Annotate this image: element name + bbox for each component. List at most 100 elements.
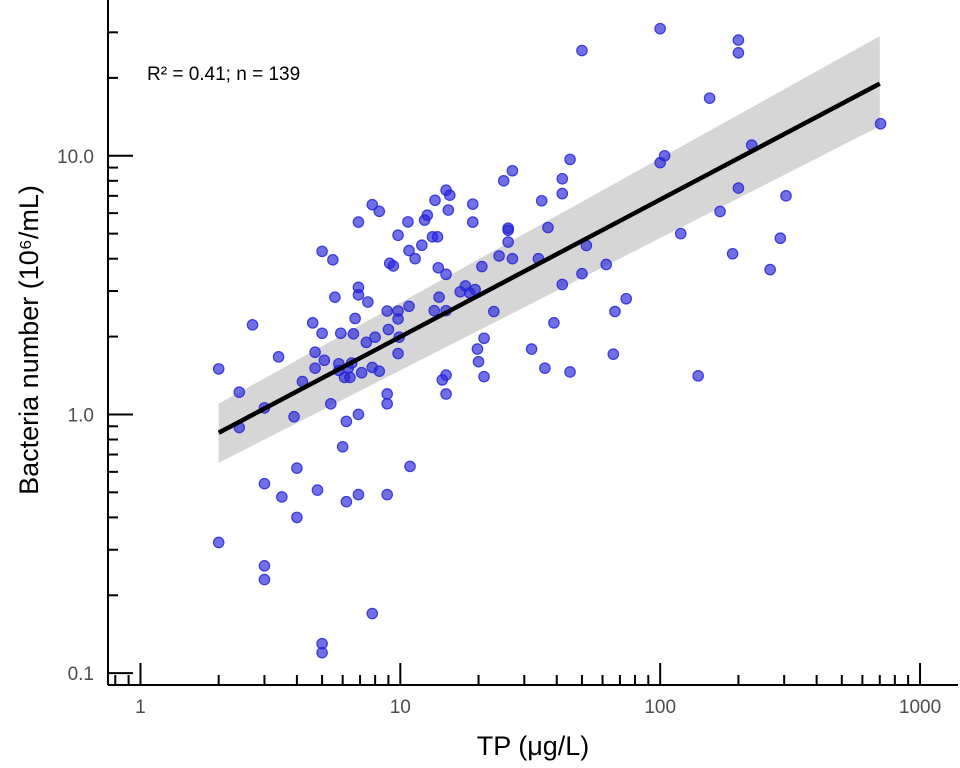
x-tick-label: 10 (390, 697, 411, 718)
data-point (381, 397, 393, 410)
data-point (874, 117, 887, 130)
confidence-band-layer (218, 36, 880, 463)
data-point (327, 254, 339, 266)
data-point (556, 278, 569, 291)
data-point (366, 198, 379, 211)
data-point (352, 289, 365, 301)
data-point (703, 92, 716, 104)
data-point (276, 491, 288, 503)
data-point (403, 300, 415, 313)
data-point (360, 336, 373, 349)
data-point (258, 573, 271, 586)
data-point (525, 343, 538, 355)
data-point (428, 304, 440, 317)
y-tick-label: 10.0 (57, 147, 94, 168)
data-point (488, 305, 500, 318)
data-point (306, 317, 319, 329)
data-point (340, 495, 353, 508)
data-point (352, 216, 365, 228)
data-point (502, 224, 514, 237)
data-point (233, 386, 246, 398)
data-point (440, 268, 452, 281)
data-point (471, 343, 484, 355)
data-point (493, 250, 505, 262)
data-point (564, 366, 576, 378)
data-point (404, 460, 416, 473)
data-point (433, 291, 445, 303)
data-point (764, 263, 776, 276)
data-point (373, 205, 386, 218)
data-point (288, 410, 300, 423)
data-point (548, 317, 560, 329)
data-point (472, 355, 485, 368)
data-point (212, 363, 225, 375)
data-point (387, 260, 400, 272)
data-point (542, 221, 554, 234)
data-point (674, 227, 687, 240)
data-point (502, 236, 514, 248)
data-point (318, 354, 331, 367)
data-point (576, 44, 588, 57)
data-point (392, 229, 404, 242)
data-point (576, 267, 588, 280)
data-point (535, 194, 548, 207)
data-point (311, 484, 324, 496)
data-point (506, 164, 519, 177)
data-point (732, 34, 745, 46)
data-point (369, 331, 381, 343)
data-point (620, 292, 632, 305)
data-point (347, 328, 360, 340)
data-point (246, 319, 259, 331)
data-point (381, 488, 393, 501)
data-point (442, 204, 455, 216)
data-point (654, 22, 666, 35)
data-point (421, 209, 434, 222)
data-point (556, 172, 569, 185)
data-point (432, 261, 445, 274)
data-point (506, 252, 519, 265)
y-tick-label: 1.0 (68, 405, 94, 426)
data-point (309, 346, 321, 359)
data-point (476, 260, 488, 273)
data-point (336, 440, 349, 453)
data-point (349, 312, 361, 325)
fit-annotation: R² = 0.41; n = 139 (147, 64, 300, 85)
data-point (309, 362, 321, 374)
data-point (316, 646, 328, 659)
data-point (440, 388, 452, 400)
x-tick-label: 1000 (899, 697, 941, 718)
data-point (272, 351, 285, 363)
data-point (556, 187, 569, 200)
data-point (382, 323, 395, 336)
data-point (258, 477, 271, 490)
data-point (212, 536, 225, 549)
data-point (478, 332, 490, 345)
data-point (497, 175, 510, 187)
data-point (334, 327, 347, 340)
data-point (692, 370, 704, 382)
data-point (780, 190, 792, 202)
data-point (381, 305, 393, 317)
data-point (774, 232, 787, 245)
data-point (316, 327, 328, 340)
fit-line-layer (217, 81, 881, 435)
data-point (366, 607, 379, 620)
data-point (469, 283, 481, 296)
x-axis-title: TP (μg/L) (477, 731, 590, 761)
axes-layer: 1 10 100 1000 0.1 1.0 10.0 (57, 0, 958, 718)
data-point (732, 47, 745, 59)
labels-layer: R² = 0.41; n = 139 TP (μg/L) Bacteria nu… (14, 64, 589, 761)
data-point (324, 397, 337, 410)
data-point (539, 362, 551, 374)
data-point (352, 408, 365, 421)
data-point (329, 291, 341, 303)
data-point (732, 182, 745, 194)
data-point (392, 313, 404, 325)
data-point (609, 305, 621, 318)
data-point (564, 153, 576, 166)
data-points-layer (212, 22, 887, 659)
data-point (352, 488, 365, 501)
data-point (478, 370, 490, 383)
data-point (291, 462, 303, 474)
